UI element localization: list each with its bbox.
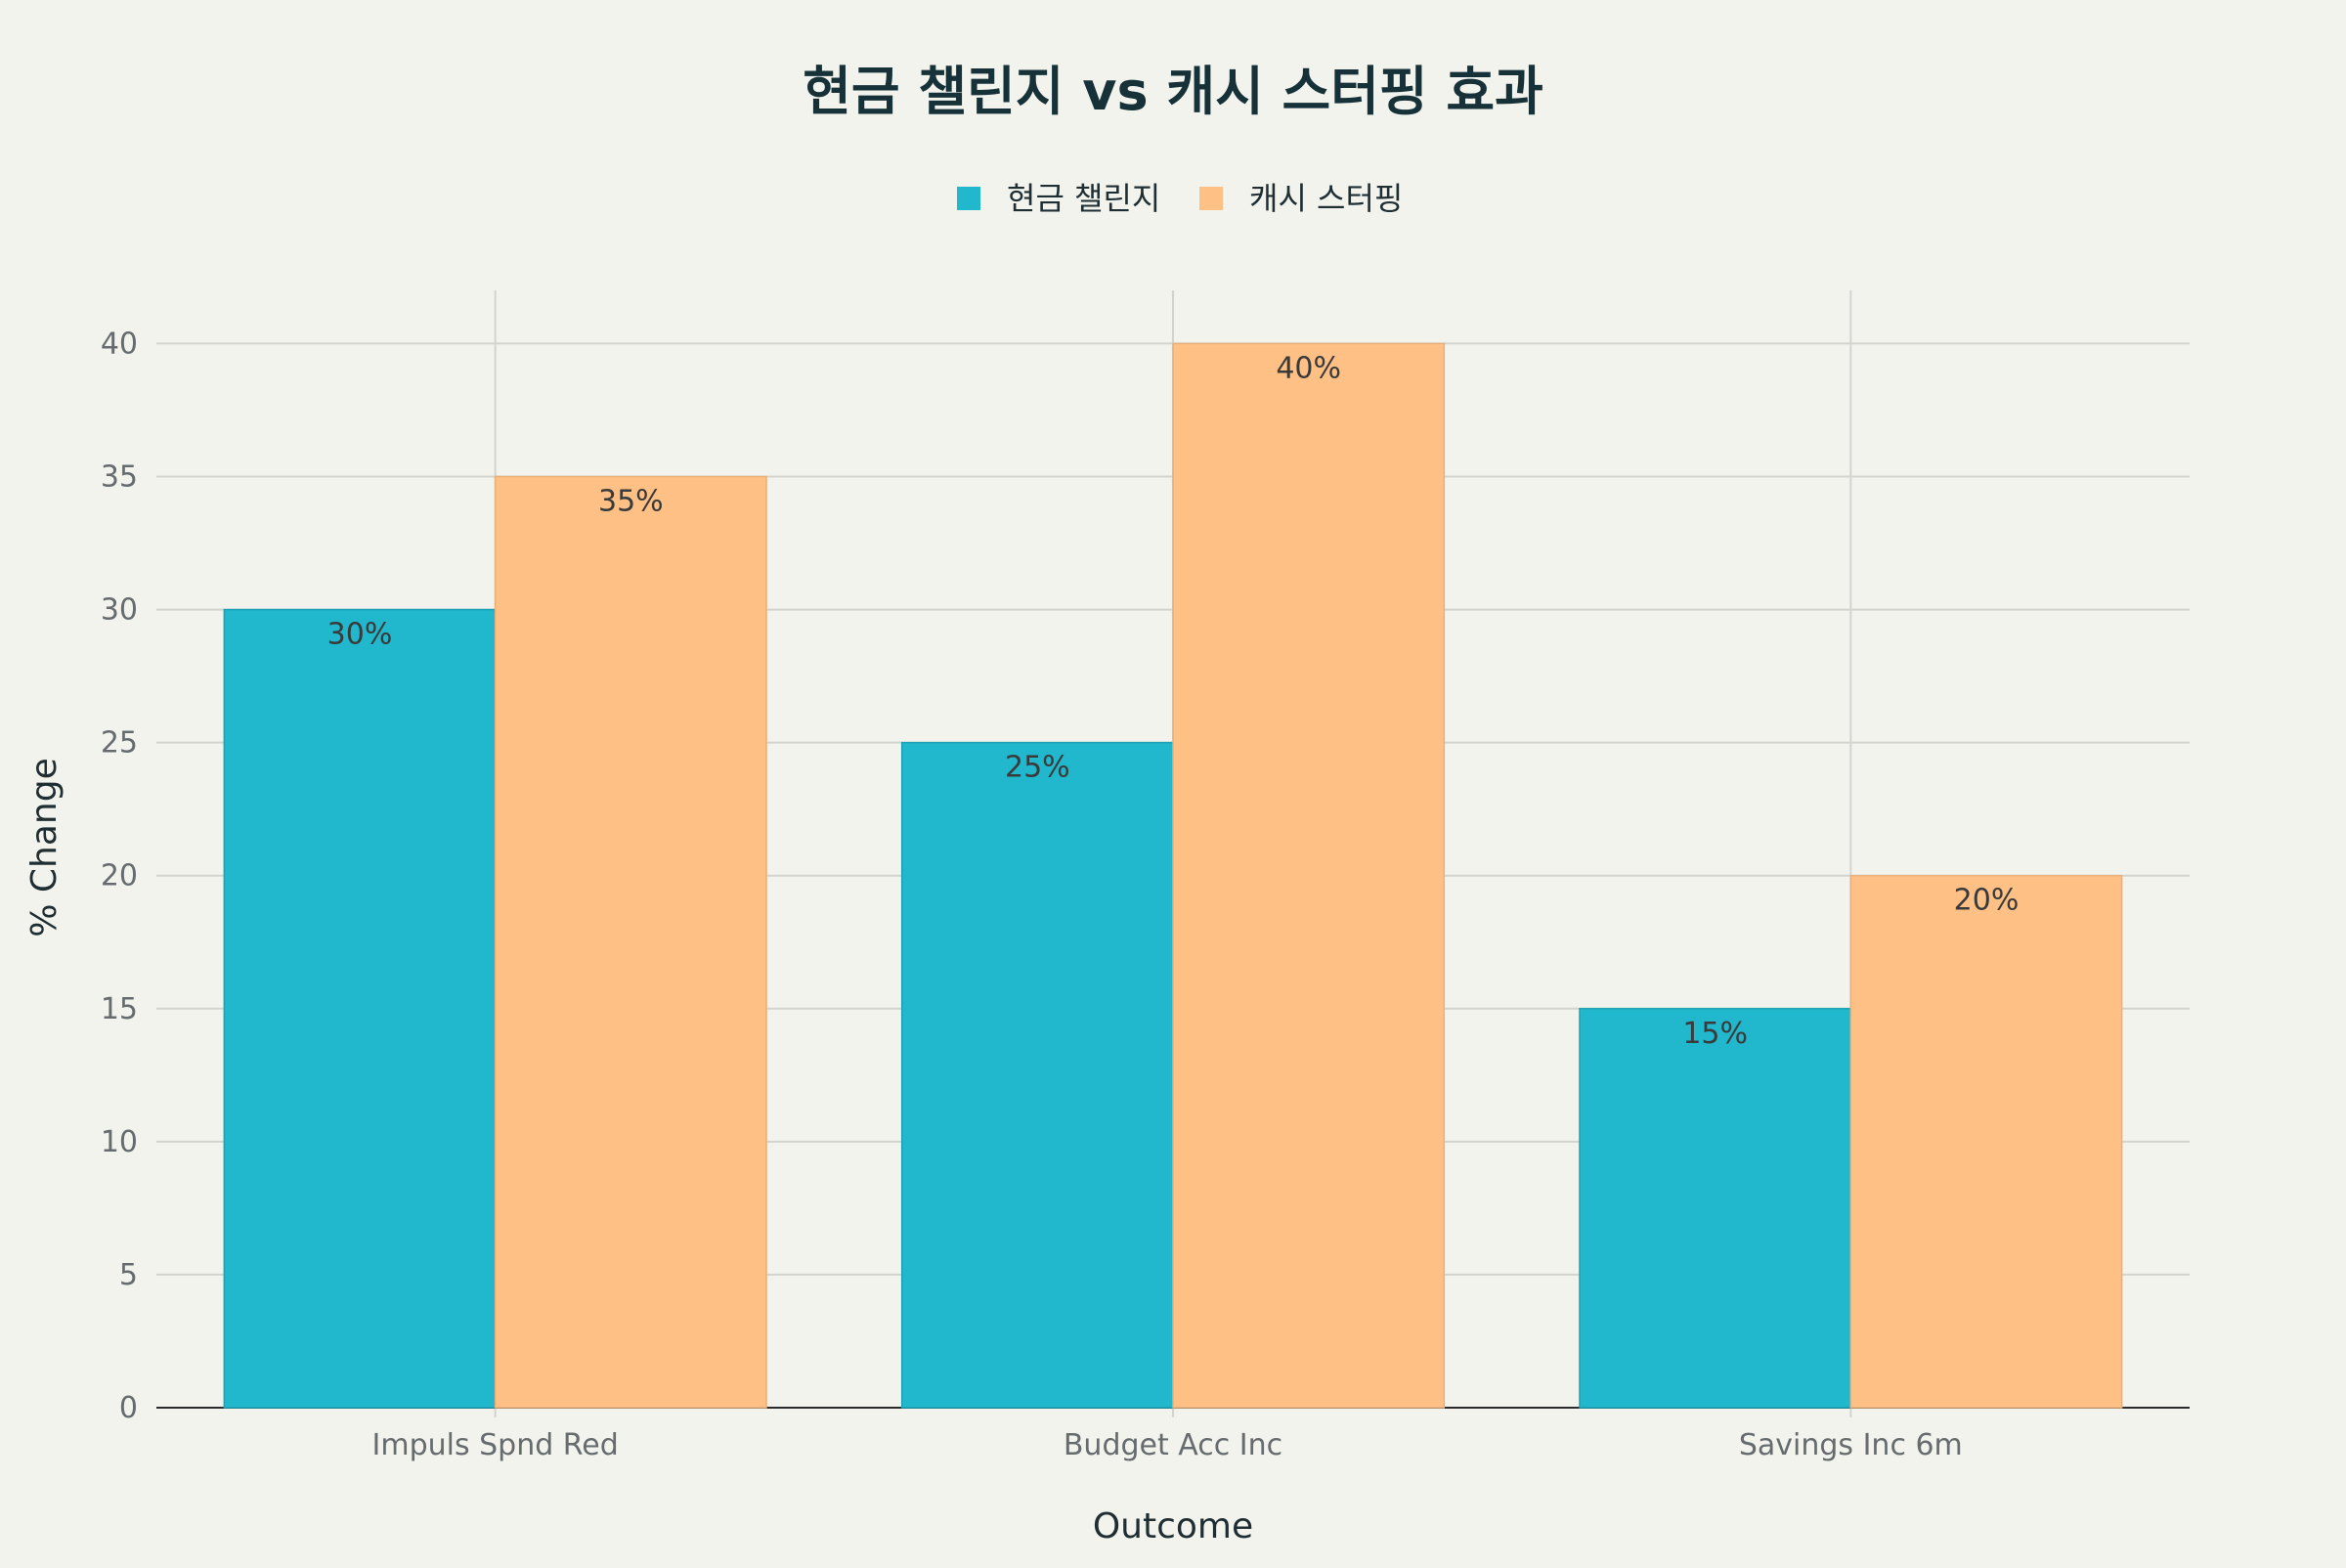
- legend-swatch-cash-stuffing: [1199, 187, 1223, 210]
- bar-value-label: 20%: [1954, 884, 2020, 918]
- y-tick-label: 15: [101, 992, 138, 1026]
- y-axis-title: % Change: [24, 758, 65, 936]
- legend-label-cash-stuffing[interactable]: 캐시 스터핑: [1249, 180, 1403, 217]
- bar-value-label: 40%: [1276, 351, 1341, 385]
- x-category-label: Budget Acc Inc: [1064, 1428, 1282, 1462]
- y-tick-label: 20: [101, 859, 138, 893]
- bar-value-label: 30%: [327, 618, 393, 652]
- bars: [223, 342, 2123, 1409]
- y-axis-ticks: 0 5 10 15 20 25 30 35 40: [101, 327, 138, 1425]
- bar-cash-stuffing[interactable]: [1172, 342, 1446, 1409]
- bar-cash-challenge[interactable]: [223, 608, 497, 1409]
- legend-label-cash-challenge[interactable]: 현금 챌린지: [1007, 180, 1160, 217]
- y-tick-label: 0: [119, 1391, 138, 1425]
- bar-cash-challenge[interactable]: [1579, 1008, 1852, 1409]
- y-tick-label: 10: [101, 1125, 138, 1159]
- bar-cash-stuffing[interactable]: [494, 475, 767, 1409]
- x-category-label: Impuls Spnd Red: [372, 1428, 619, 1462]
- bar-cash-stuffing[interactable]: [1849, 874, 2123, 1409]
- bar-value-label: 35%: [598, 485, 664, 519]
- bar-value-label: 25%: [1005, 751, 1070, 785]
- x-axis-title: Outcome: [1093, 1506, 1253, 1546]
- legend-swatch-cash-challenge: [957, 187, 980, 210]
- y-tick-label: 40: [101, 327, 138, 361]
- y-tick-label: 5: [119, 1258, 138, 1292]
- x-axis-categories: Impuls Spnd Red Budget Acc Inc Savings Inc…: [372, 1428, 1963, 1462]
- x-category-label: Savings Inc 6m: [1739, 1428, 1963, 1462]
- bar-cash-challenge[interactable]: [900, 741, 1174, 1409]
- bar-value-label: 15%: [1682, 1017, 1748, 1051]
- y-tick-label: 25: [101, 726, 138, 761]
- data-labels: 30% 35% 25% 40% 15% 20%: [327, 351, 2020, 1050]
- legend: 현금 챌린지 캐시 스터핑: [957, 180, 1403, 217]
- chart-title: 현금 챌린지 vs 캐시 스터핑 효과: [803, 61, 1543, 122]
- y-tick-label: 35: [101, 460, 138, 495]
- y-tick-label: 30: [101, 593, 138, 628]
